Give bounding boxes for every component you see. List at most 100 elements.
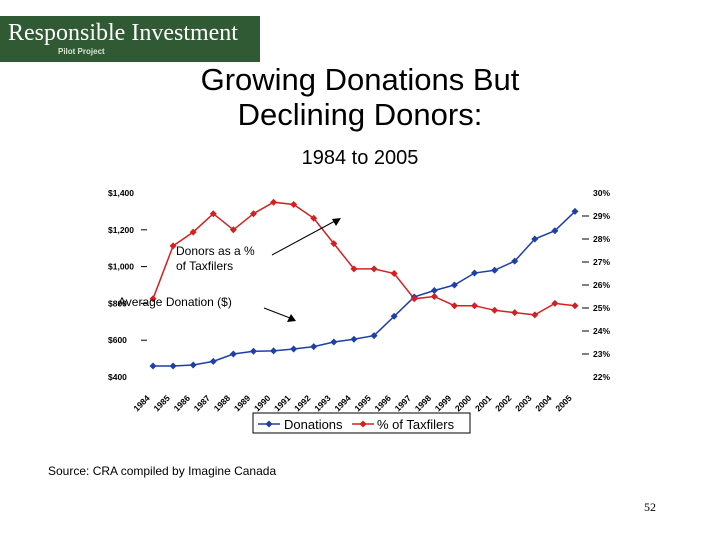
y-left-tick-label: $1,400	[108, 188, 134, 198]
taxfilers-point	[430, 293, 438, 300]
y-left-tick-label: $1,200	[108, 225, 134, 235]
x-tick-label: 1994	[332, 393, 353, 414]
annotation-arrowhead-donors	[332, 218, 341, 226]
donations-point	[551, 227, 559, 235]
donations-point	[430, 287, 438, 295]
taxfilers-point	[551, 299, 559, 307]
taxfilers-point	[209, 210, 217, 218]
x-tick-label: 1989	[232, 393, 253, 414]
taxfilers-point	[350, 265, 358, 273]
donations-point	[330, 338, 338, 346]
donations-point	[229, 350, 237, 358]
y-right-tick-label: 25%	[593, 303, 610, 313]
donations-point	[350, 335, 358, 343]
y-right-tick-label: 27%	[593, 257, 610, 267]
y-right-tick-label: 30%	[593, 188, 610, 198]
legend-label-donations: Donations	[284, 417, 343, 432]
annotation-average-donation-label: Average Donation ($)	[118, 295, 232, 309]
legend-label-taxfilers: % of Taxfilers	[377, 417, 455, 432]
x-tick-label: 1986	[172, 393, 193, 414]
taxfilers-point	[229, 226, 237, 234]
taxfilers-point	[330, 240, 338, 248]
series-line-donations	[153, 210, 576, 367]
x-tick-label: 1996	[372, 393, 393, 414]
y-left-tick-label: $1,000	[108, 262, 134, 272]
x-tick-label: 1992	[292, 393, 313, 414]
x-tick-label: 2005	[553, 393, 574, 414]
annotation-donors-label: Donors as a % of Taxfilers	[176, 244, 255, 273]
taxfilers-point	[390, 270, 398, 277]
x-tick-label: 1990	[252, 393, 273, 414]
taxfilers-point	[531, 311, 539, 319]
x-tick-label: 1985	[151, 393, 172, 414]
x-tick-label: 2003	[513, 393, 534, 414]
taxfilers-point	[290, 201, 298, 208]
x-tick-label: 1998	[413, 393, 434, 414]
logo: Responsible Investment Pilot Project	[0, 16, 260, 62]
y-right-tick-label: 28%	[593, 234, 610, 244]
logo-text: Responsible Investment	[8, 20, 238, 46]
donations-point	[189, 361, 197, 369]
x-tick-label: 2004	[533, 393, 554, 414]
taxfilers-point	[249, 210, 257, 218]
donations-point	[169, 362, 177, 370]
x-tick-label: 2001	[473, 393, 494, 414]
taxfilers-point	[270, 198, 278, 206]
taxfilers-point	[491, 306, 499, 314]
x-tick-label: 1988	[212, 393, 233, 414]
taxfilers-point	[169, 242, 177, 250]
legend-marker-donations	[265, 420, 273, 428]
donations-point	[149, 362, 157, 370]
donations-point	[571, 207, 579, 215]
annotation-arrow-donors	[271, 220, 336, 256]
taxfilers-point	[571, 302, 579, 310]
x-tick-label: 1987	[192, 393, 213, 414]
x-tick-label: 2002	[493, 393, 514, 414]
donations-point	[370, 332, 378, 340]
y-right-tick-label: 29%	[593, 211, 610, 221]
donations-point	[471, 269, 479, 277]
x-tick-label: 1997	[393, 393, 414, 414]
source-note: Source: CRA compiled by Imagine Canada	[48, 464, 277, 478]
y-left-tick-label: $600	[108, 335, 127, 345]
donations-point	[270, 347, 278, 355]
page-number: 52	[644, 500, 656, 514]
y-right-tick-label: 24%	[593, 326, 610, 336]
legend-marker-taxfilers	[359, 420, 367, 428]
y-left-tick-label: $800	[108, 298, 127, 308]
taxfilers-point	[450, 302, 458, 310]
slide-title: Growing Donations But Declining Donors:	[150, 62, 570, 132]
annotation-arrow-average	[263, 307, 291, 319]
title-line-1: Growing Donations But	[200, 62, 520, 97]
y-right-tick-label: 26%	[593, 280, 610, 290]
title-line-2: Declining Donors:	[237, 97, 483, 132]
donations-point	[511, 257, 519, 265]
y-left-tick-label: $400	[108, 372, 127, 382]
logo-subtext: Pilot Project	[58, 47, 105, 56]
x-tick-label: 1984	[131, 393, 152, 414]
taxfilers-point	[370, 265, 378, 273]
donations-point	[209, 357, 217, 365]
donations-point	[491, 266, 499, 274]
donations-point	[310, 343, 318, 351]
y-right-tick-label: 23%	[593, 349, 610, 359]
taxfilers-point	[410, 295, 418, 303]
x-tick-label: 1991	[272, 393, 293, 414]
taxfilers-point	[149, 295, 157, 303]
donations-point	[450, 281, 458, 289]
donations-point	[249, 347, 257, 355]
taxfilers-point	[310, 214, 318, 222]
x-tick-label: 1999	[433, 393, 454, 414]
donations-point	[531, 235, 539, 243]
donations-point	[390, 312, 398, 320]
taxfilers-point	[471, 302, 479, 310]
x-tick-label: 2000	[453, 393, 474, 414]
annotation-arrowhead-average	[287, 314, 296, 322]
x-tick-label: 1995	[352, 393, 373, 414]
y-right-tick-label: 22%	[593, 372, 610, 382]
taxfilers-point	[189, 228, 197, 236]
slide-subtitle: 1984 to 2005	[301, 147, 419, 169]
x-tick-label: 1993	[312, 393, 333, 414]
taxfilers-point	[511, 309, 519, 317]
